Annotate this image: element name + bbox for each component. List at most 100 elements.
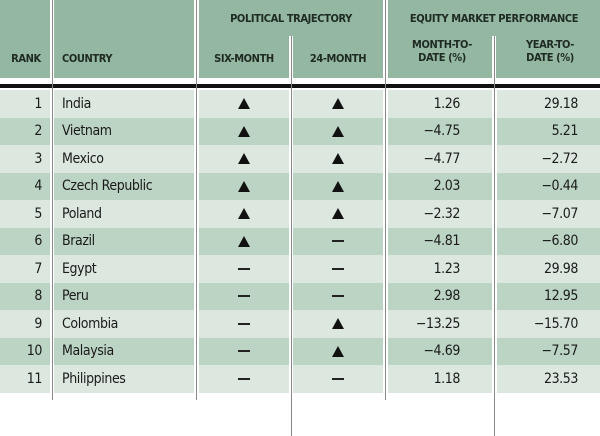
year-to-date-cell-text: −7.07 [541, 205, 578, 222]
six-month-cell [199, 90, 289, 118]
column-divider [196, 0, 197, 400]
up-triangle-icon [332, 180, 344, 192]
country-cell: Malaysia [54, 337, 194, 365]
table-row: 4 Czech Republic 2.03 −0.44 [0, 172, 600, 200]
rank-cell: 6 [0, 227, 50, 255]
rank-cell-text: 11 [26, 370, 43, 387]
rank-cell-text: 8 [34, 288, 42, 305]
year-to-date-cell: −6.80 [497, 227, 600, 255]
month-to-date-cell: −13.25 [388, 310, 492, 338]
up-triangle-icon [332, 345, 344, 357]
country-cell: Poland [54, 200, 194, 228]
24-month-cell [293, 172, 383, 200]
rank-cell-text: 5 [34, 205, 42, 222]
year-to-date-cell: 29.98 [497, 255, 600, 283]
six-month-cell [199, 227, 289, 255]
month-to-date-cell-text: 1.18 [433, 370, 461, 387]
six-month-cell [199, 200, 289, 228]
24-month-cell [293, 200, 383, 228]
header-year-to-date: YEAR-TO-DATE (%) [526, 38, 574, 64]
year-to-date-cell: 5.21 [497, 117, 600, 145]
up-triangle-icon [332, 153, 344, 165]
month-to-date-cell: 2.98 [388, 282, 492, 310]
up-triangle-icon [238, 98, 250, 110]
month-to-date-cell: 1.23 [388, 255, 492, 283]
year-to-date-cell: 12.95 [497, 282, 600, 310]
dash-icon [238, 377, 250, 380]
year-to-date-cell: −7.57 [497, 337, 600, 365]
country-cell: Philippines [54, 365, 194, 393]
year-to-date-cell: −15.70 [497, 310, 600, 338]
24-month-cell [293, 337, 383, 365]
header-six-month: SIX-MONTH [214, 52, 274, 65]
six-month-cell [199, 282, 289, 310]
six-month-cell [199, 145, 289, 173]
country-cell: Vietnam [54, 117, 194, 145]
country-cell-text: Brazil [62, 233, 95, 250]
month-to-date-cell: 1.26 [388, 90, 492, 118]
rank-cell-text: 1 [34, 95, 42, 112]
country-cell: Czech Republic [54, 172, 194, 200]
country-cell-text: Philippines [62, 370, 126, 387]
rank-cell-text: 2 [34, 123, 42, 140]
header-24-month: 24-MONTH [309, 52, 367, 65]
year-to-date-cell-text: −2.72 [541, 150, 578, 167]
month-to-date-cell-text: −13.25 [415, 315, 461, 332]
rank-cell-text: 9 [34, 315, 42, 332]
dash-icon [238, 267, 250, 270]
year-to-date-cell: 29.18 [497, 90, 600, 118]
country-cell-text: Egypt [62, 260, 97, 277]
six-month-cell [199, 117, 289, 145]
six-month-cell [199, 337, 289, 365]
header-cell-rank [0, 0, 50, 78]
country-cell-text: Mexico [62, 150, 104, 167]
month-to-date-cell: −4.75 [388, 117, 492, 145]
up-triangle-icon [332, 125, 344, 137]
year-to-date-cell-text: −15.70 [533, 315, 579, 332]
year-to-date-cell: 23.53 [497, 365, 600, 393]
up-triangle-icon [238, 180, 250, 192]
month-to-date-cell-text: 2.98 [433, 288, 461, 305]
month-to-date-cell-text: −4.77 [423, 150, 460, 167]
country-cell-text: Poland [62, 205, 102, 222]
column-divider [291, 36, 292, 436]
table-row: 2 Vietnam −4.75 5.21 [0, 117, 600, 145]
table-row: 6 Brazil −4.81 −6.80 [0, 227, 600, 255]
table-row: 3 Mexico −4.77 −2.72 [0, 145, 600, 173]
country-cell: Peru [54, 282, 194, 310]
up-triangle-icon [238, 153, 250, 165]
dash-icon [238, 322, 250, 325]
month-to-date-cell-text: −2.32 [423, 205, 460, 222]
month-to-date-cell-text: 2.03 [433, 178, 461, 195]
month-to-date-cell: −2.32 [388, 200, 492, 228]
rank-cell: 11 [0, 365, 50, 393]
month-to-date-cell-text: −4.75 [423, 123, 460, 140]
header-equity-performance: EQUITY MARKET PERFORMANCE [409, 12, 579, 25]
dash-icon [238, 295, 250, 298]
dash-icon [238, 350, 250, 353]
country-cell: Colombia [54, 310, 194, 338]
24-month-cell [293, 117, 383, 145]
month-to-date-cell-text: −4.81 [423, 233, 460, 250]
24-month-cell [293, 365, 383, 393]
country-cell: Mexico [54, 145, 194, 173]
month-to-date-cell: 1.18 [388, 365, 492, 393]
column-divider [494, 36, 495, 436]
year-to-date-cell-text: 29.98 [543, 260, 578, 277]
year-to-date-cell-text: 23.53 [543, 370, 578, 387]
up-triangle-icon [238, 125, 250, 137]
six-month-cell [199, 310, 289, 338]
month-to-date-cell: 2.03 [388, 172, 492, 200]
rank-cell: 2 [0, 117, 50, 145]
column-divider [52, 0, 53, 400]
country-cell: India [54, 90, 194, 118]
table-row: 5 Poland −2.32 −7.07 [0, 200, 600, 228]
up-triangle-icon [332, 98, 344, 110]
country-cell-text: Vietnam [62, 123, 112, 140]
month-to-date-cell-text: 1.23 [433, 260, 461, 277]
six-month-cell [199, 255, 289, 283]
country-cell: Brazil [54, 227, 194, 255]
month-to-date-cell-text: 1.26 [433, 95, 461, 112]
country-cell-text: Czech Republic [62, 178, 153, 195]
up-triangle-icon [238, 235, 250, 247]
